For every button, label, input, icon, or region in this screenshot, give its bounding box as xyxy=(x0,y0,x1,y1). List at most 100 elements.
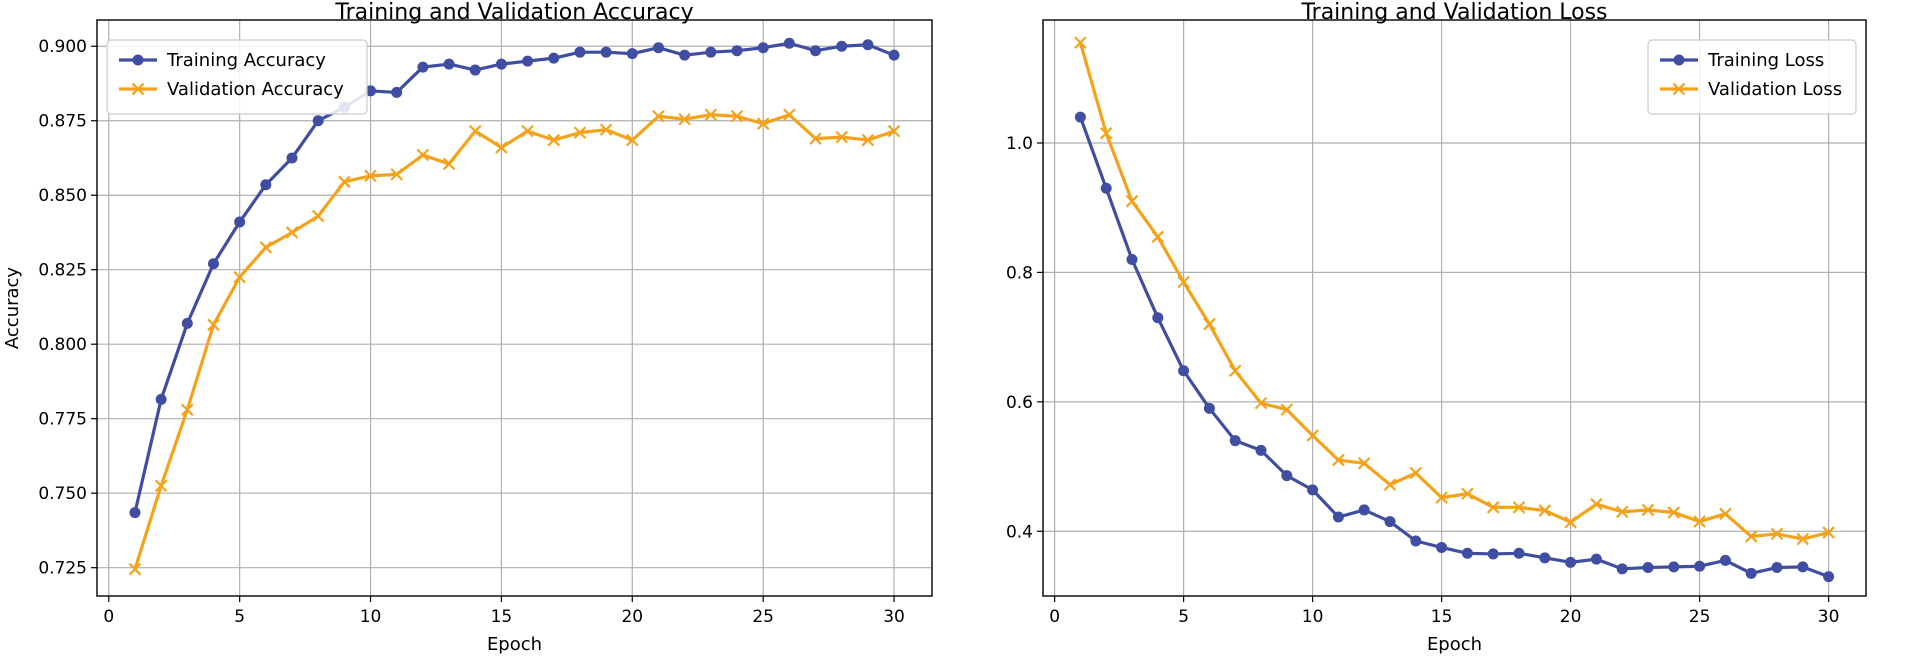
loss-ytick-label-3: 1.0 xyxy=(1006,134,1033,154)
loss-point-1-7 xyxy=(1254,396,1268,410)
accuracy-point-1-17 xyxy=(573,126,587,139)
accuracy-point-1-2 xyxy=(181,403,194,417)
accuracy-xtick-label-3: 15 xyxy=(491,607,513,627)
accuracy-ytick-label-6: 0.875 xyxy=(38,112,87,132)
accuracy-legend-label-0: Training Accuracy xyxy=(166,50,326,71)
loss-chart: 0 5 10 15 20 25 30 0.4 0.6 0.8 1.0 Training and Val… xyxy=(1006,0,1867,655)
accuracy-point-0-17 xyxy=(574,46,586,58)
loss-point-0-11 xyxy=(1358,504,1370,516)
accuracy-point-1-12 xyxy=(442,157,456,171)
loss-point-0-14 xyxy=(1436,541,1448,553)
loss-xtick-label-5: 25 xyxy=(1689,607,1711,627)
accuracy-point-0-19 xyxy=(626,48,638,60)
accuracy-point-1-10 xyxy=(390,168,403,181)
loss-point-1-2 xyxy=(1125,194,1139,208)
loss-point-1-1 xyxy=(1099,126,1113,140)
accuracy-xtick-label-4: 20 xyxy=(621,607,643,627)
loss-point-1-16 xyxy=(1486,501,1500,514)
loss-point-0-20 xyxy=(1590,553,1602,565)
accuracy-point-1-0 xyxy=(128,562,142,576)
accuracy-ytick-label-3: 0.800 xyxy=(38,335,87,355)
accuracy-point-0-21 xyxy=(679,49,691,61)
accuracy-point-0-6 xyxy=(286,152,298,164)
loss-legend-marker-1 xyxy=(1672,82,1686,96)
loss-point-1-18 xyxy=(1538,504,1552,517)
accuracy-point-0-7 xyxy=(312,115,324,127)
loss-point-1-26 xyxy=(1744,530,1758,543)
loss-point-0-17 xyxy=(1513,547,1525,559)
accuracy-ytick-label-2: 0.775 xyxy=(38,410,87,430)
loss-legend-label-1: Validation Loss xyxy=(1708,79,1842,100)
accuracy-point-1-16 xyxy=(547,133,561,147)
loss-point-0-4 xyxy=(1178,365,1190,377)
loss-point-1-28 xyxy=(1796,532,1810,546)
accuracy-point-1-24 xyxy=(756,117,770,130)
accuracy-point-0-18 xyxy=(600,46,612,58)
loss-x-axis-label: Epoch xyxy=(1427,634,1482,655)
accuracy-legend-marker-0 xyxy=(132,54,144,66)
accuracy-point-0-14 xyxy=(495,58,507,70)
accuracy-ytick-label-5: 0.850 xyxy=(38,186,87,206)
accuracy-chart: 0 5 10 15 20 25 30 0.725 0.750 0.775 0.800 0.825 0.8… xyxy=(2,0,933,655)
accuracy-point-1-14 xyxy=(495,141,508,154)
loss-point-1-11 xyxy=(1357,457,1371,470)
loss-point-1-6 xyxy=(1228,364,1242,378)
accuracy-point-0-22 xyxy=(705,46,717,58)
accuracy-point-0-25 xyxy=(783,37,795,49)
accuracy-point-1-21 xyxy=(678,112,691,126)
loss-point-0-0 xyxy=(1074,111,1086,123)
loss-point-1-24 xyxy=(1693,515,1706,528)
accuracy-point-1-29 xyxy=(887,124,901,138)
loss-point-1-8 xyxy=(1280,403,1294,416)
accuracy-point-0-24 xyxy=(757,42,769,54)
accuracy-point-0-12 xyxy=(443,58,455,70)
loss-point-1-14 xyxy=(1435,491,1448,504)
accuracy-xtick-label-0: 0 xyxy=(103,607,114,627)
loss-point-1-3 xyxy=(1151,230,1165,244)
loss-point-1-22 xyxy=(1641,503,1655,517)
loss-point-0-22 xyxy=(1642,562,1654,574)
loss-series-line-1 xyxy=(1078,42,1829,541)
loss-point-1-4 xyxy=(1177,275,1190,289)
accuracy-point-0-9 xyxy=(365,85,377,97)
loss-point-0-2 xyxy=(1126,253,1138,265)
accuracy-point-1-20 xyxy=(652,109,665,123)
loss-xtick-label-0: 0 xyxy=(1049,607,1060,627)
accuracy-xtick-label-5: 25 xyxy=(752,607,774,627)
accuracy-xtick-label-1: 5 xyxy=(234,607,245,627)
loss-series-line-0 xyxy=(1078,116,1830,579)
loss-point-1-20 xyxy=(1590,497,1603,511)
accuracy-point-1-9 xyxy=(364,169,377,183)
accuracy-point-1-8 xyxy=(338,175,351,189)
loss-point-1-19 xyxy=(1564,515,1577,529)
loss-chart-title: Training and Validation Loss xyxy=(1300,0,1607,25)
accuracy-x-axis-label: Epoch xyxy=(487,634,542,655)
accuracy-point-0-16 xyxy=(548,52,560,64)
accuracy-point-1-13 xyxy=(468,124,482,138)
accuracy-point-0-2 xyxy=(181,317,193,329)
loss-xtick-label-1: 5 xyxy=(1178,607,1189,627)
accuracy-point-1-6 xyxy=(285,226,299,239)
loss-legend-marker-0 xyxy=(1673,54,1685,66)
loss-point-0-28 xyxy=(1797,561,1809,573)
loss-point-1-17 xyxy=(1512,501,1526,514)
loss-plot-frame xyxy=(1042,19,1867,597)
accuracy-point-0-29 xyxy=(888,49,900,61)
loss-point-0-13 xyxy=(1410,535,1422,547)
accuracy-point-1-26 xyxy=(809,132,822,145)
loss-point-0-16 xyxy=(1487,548,1499,560)
loss-point-0-5 xyxy=(1203,402,1215,414)
accuracy-point-0-0 xyxy=(129,507,141,519)
loss-point-1-0 xyxy=(1074,36,1087,49)
accuracy-point-0-4 xyxy=(234,216,246,228)
loss-point-0-23 xyxy=(1668,561,1680,573)
loss-point-0-25 xyxy=(1719,554,1731,566)
loss-xtick-label-6: 30 xyxy=(1818,607,1840,627)
accuracy-chart-title: Training and Validation Accuracy xyxy=(334,0,693,25)
loss-ytick-label-0: 0.4 xyxy=(1006,522,1033,542)
accuracy-point-0-27 xyxy=(836,40,848,52)
accuracy-xtick-label-6: 30 xyxy=(883,607,905,627)
accuracy-point-0-3 xyxy=(207,258,219,270)
loss-legend-label-0: Training Loss xyxy=(1707,50,1824,71)
